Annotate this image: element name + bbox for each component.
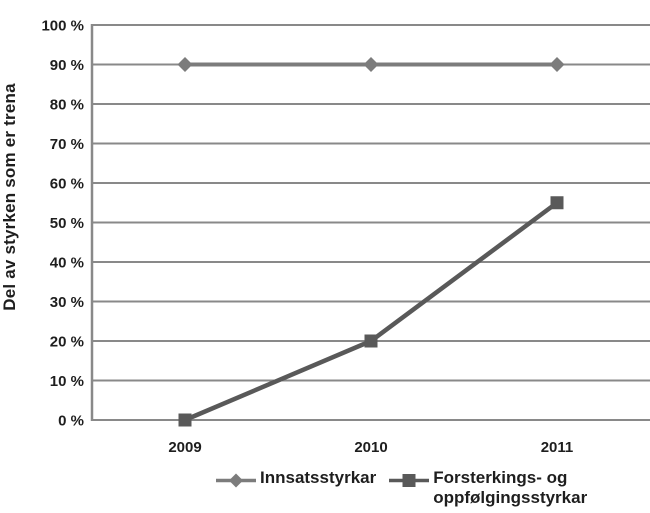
y-tick-label: 90 %	[50, 57, 84, 74]
legend-label-forsterkings: Forsterkings- og oppfølgingsstyrkar	[433, 468, 588, 508]
y-tick-label: 60 %	[50, 176, 84, 193]
data-point-marker	[178, 413, 192, 427]
square-marker-icon	[389, 474, 430, 487]
x-tick-label: 2010	[354, 439, 387, 456]
x-tick-label: 2009	[168, 439, 201, 456]
legend-label-innsatsstyrkar: Innsatsstyrkar	[260, 468, 377, 487]
y-tick-label: 80 %	[50, 97, 84, 114]
data-point-marker	[177, 57, 193, 72]
y-tick-label: 70 %	[50, 136, 84, 153]
diamond-marker-icon	[216, 473, 256, 488]
series-line-forsterkings	[184, 200, 559, 423]
y-tick-label: 50 %	[50, 215, 84, 232]
y-tick-label: 40 %	[50, 255, 84, 272]
legend-item-forsterkings: Forsterkings- og oppfølgingsstyrkar	[389, 468, 605, 508]
y-tick-label: 100 %	[41, 18, 84, 35]
y-tick-label: 0 %	[58, 413, 84, 430]
data-point-marker	[549, 57, 565, 72]
legend-item-innsatsstyrkar: Innsatsstyrkar	[216, 468, 376, 488]
y-tick-label: 10 %	[50, 373, 84, 390]
chart-legend: Innsatsstyrkar Forsterkings- og oppfølgi…	[216, 468, 605, 508]
y-tick-label: 30 %	[50, 294, 84, 311]
data-point-marker	[550, 196, 564, 210]
data-point-marker	[363, 57, 379, 72]
y-tick-label: 20 %	[50, 334, 84, 351]
data-point-marker	[364, 334, 378, 348]
x-tick-label: 2011	[541, 439, 574, 456]
